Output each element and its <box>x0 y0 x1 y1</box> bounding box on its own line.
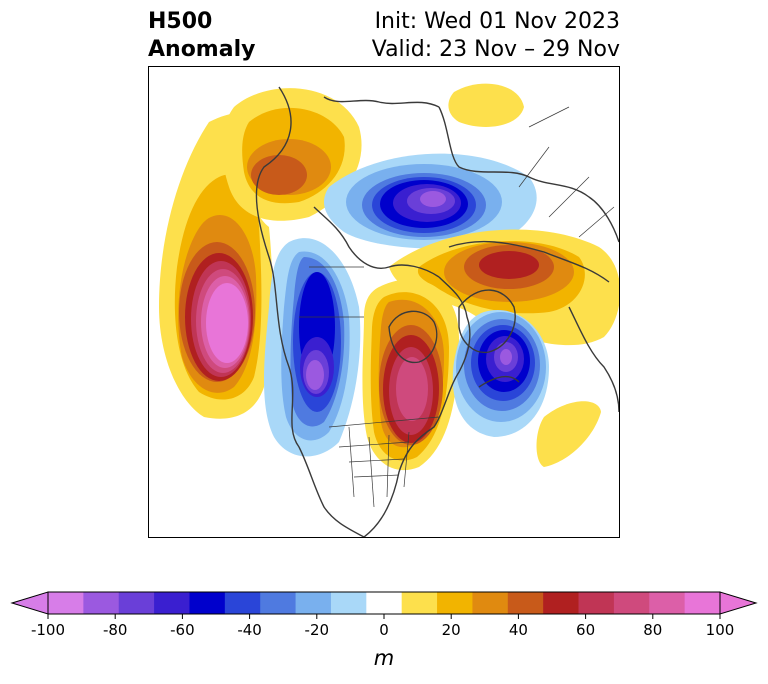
colorbar-tick-label: -20 <box>305 621 330 639</box>
colorbar-tick-label: -80 <box>103 621 128 639</box>
political-borders <box>299 106 615 508</box>
colorbar-tick-label: -100 <box>31 621 65 639</box>
colorbar-segment <box>189 592 226 614</box>
anomaly-siberia-top <box>448 83 524 127</box>
colorbar-segment <box>118 592 155 614</box>
colorbar-segment <box>330 592 367 614</box>
colorbar-ticks: -100 -80 -60 -40 -20 0 20 40 60 80 100 <box>31 614 734 639</box>
coastlines <box>255 86 619 537</box>
anomaly-se-atlantic <box>536 401 601 467</box>
colorbar-tick-label: -40 <box>237 621 262 639</box>
colorbar: -100 -80 -60 -40 -20 0 20 40 60 80 100 <box>10 591 758 639</box>
colorbar-segment <box>154 592 190 614</box>
colorbar-segment <box>613 592 650 614</box>
colorbar-tick-label: 60 <box>576 621 595 639</box>
colorbar-segment <box>578 592 615 614</box>
title-left-block: H500 Anomaly <box>148 8 255 64</box>
colorbar-segment <box>260 592 297 614</box>
anomaly-ne-pacific <box>159 112 273 419</box>
colorbar-unit-label: m <box>373 646 395 670</box>
colorbar-segment <box>684 592 721 614</box>
colorbar-tick-label: 0 <box>379 621 389 639</box>
colorbar-segment <box>649 592 686 614</box>
colorbar-segment <box>48 592 84 614</box>
colorbar-segment <box>295 592 332 614</box>
anomaly-alaska <box>222 88 362 221</box>
colorbar-segment <box>543 592 580 614</box>
colorbar-min-extend-triangle <box>10 591 49 615</box>
variable-title: H500 <box>148 9 213 34</box>
map-svg <box>149 67 619 537</box>
colorbar-segment <box>366 592 403 614</box>
anomaly-map <box>148 66 620 538</box>
colorbar-segments <box>48 592 721 614</box>
colorbar-segment <box>472 592 509 614</box>
title-right-block: Init: Wed 01 Nov 2023 Valid: 23 Nov – 29… <box>372 8 620 64</box>
colorbar-tick-label: 20 <box>442 621 461 639</box>
init-date-label: Init: Wed 01 Nov 2023 <box>374 9 620 34</box>
colorbar-tick-label: 40 <box>509 621 528 639</box>
colorbar-segment <box>437 592 473 614</box>
anomaly-western-canada <box>264 238 361 457</box>
valid-range-label: Valid: 23 Nov – 29 Nov <box>371 37 620 62</box>
colorbar-segment <box>224 592 261 614</box>
colorbar-tick-label: 80 <box>643 621 662 639</box>
colorbar-tick-label: -60 <box>170 621 195 639</box>
colorbar-max-extend-triangle <box>719 591 758 615</box>
anomaly-subtitle: Anomaly <box>148 37 256 62</box>
colorbar-tick-label: 100 <box>706 621 735 639</box>
colorbar-segment <box>401 592 438 614</box>
anomaly-arctic <box>324 153 537 249</box>
colorbar-segment <box>507 592 544 614</box>
colorbar-segment <box>83 592 120 614</box>
